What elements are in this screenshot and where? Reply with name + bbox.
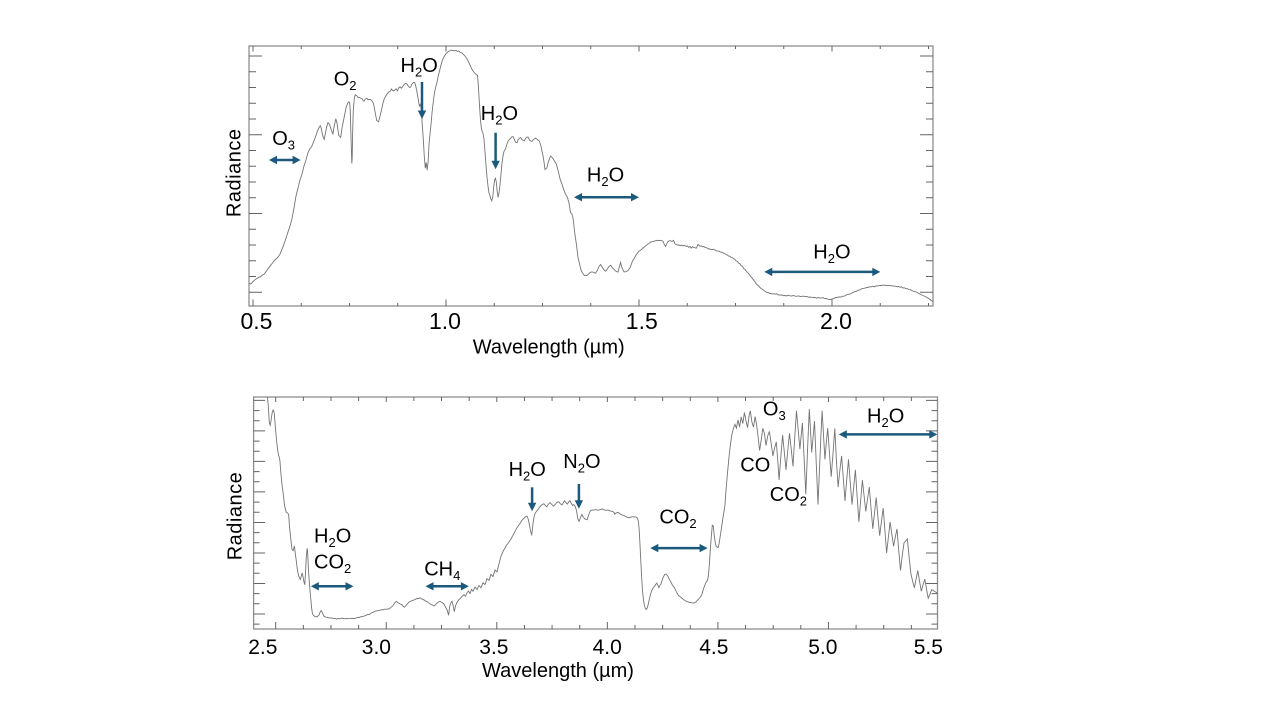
svg-text:1.0: 1.0 <box>429 308 461 334</box>
svg-text:0.5: 0.5 <box>241 308 273 334</box>
svg-text:N2O: N2O <box>563 451 600 476</box>
svg-text:H2O: H2O <box>314 526 351 551</box>
svg-text:H2O: H2O <box>481 103 518 128</box>
svg-text:CO2: CO2 <box>770 484 807 509</box>
svg-text:Wavelength (µm): Wavelength (µm) <box>482 660 634 682</box>
svg-text:H2O: H2O <box>509 459 546 484</box>
svg-text:2.0: 2.0 <box>820 308 852 334</box>
svg-text:5.0: 5.0 <box>808 636 837 659</box>
svg-text:1.5: 1.5 <box>626 308 658 334</box>
svg-text:H2O: H2O <box>401 55 438 80</box>
svg-text:H2O: H2O <box>813 242 850 267</box>
svg-text:H2O: H2O <box>587 165 624 190</box>
svg-text:CO2: CO2 <box>314 552 351 577</box>
svg-text:3.5: 3.5 <box>479 636 508 659</box>
svg-text:CO: CO <box>740 454 770 476</box>
svg-text:H2O: H2O <box>867 406 904 431</box>
svg-text:3.0: 3.0 <box>362 636 391 659</box>
svg-text:2.5: 2.5 <box>248 636 277 659</box>
svg-text:O2: O2 <box>334 69 357 94</box>
svg-text:O3: O3 <box>763 399 786 424</box>
svg-text:4.5: 4.5 <box>699 636 728 659</box>
svg-text:Radiance: Radiance <box>225 472 247 561</box>
svg-text:O3: O3 <box>272 128 295 153</box>
svg-text:Radiance: Radiance <box>224 129 246 218</box>
svg-text:CH4: CH4 <box>424 559 460 584</box>
svg-text:CO2: CO2 <box>659 507 696 532</box>
svg-text:5.5: 5.5 <box>914 636 943 659</box>
svg-text:4.0: 4.0 <box>593 636 622 659</box>
svg-text:Wavelength (µm): Wavelength (µm) <box>473 337 625 359</box>
